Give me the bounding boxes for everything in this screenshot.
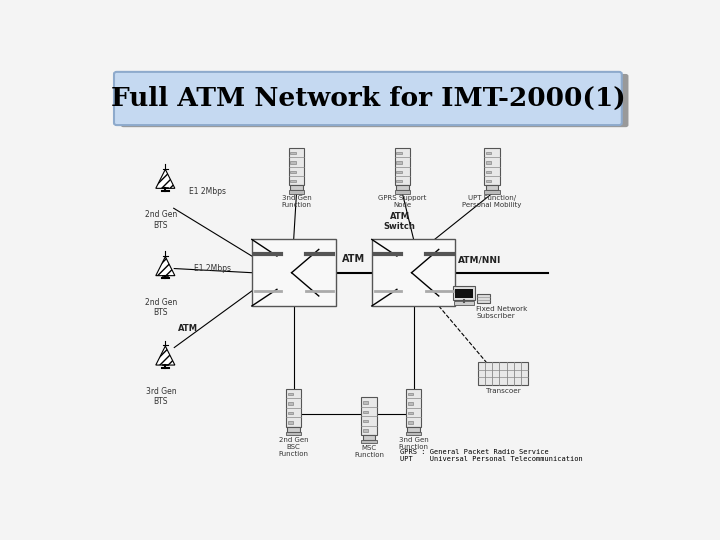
Bar (408, 427, 420, 431)
Bar (485, 152, 491, 154)
Text: 3nd Gen
Function: 3nd Gen Function (282, 195, 312, 208)
Bar (361, 440, 377, 443)
Text: UPT    Universal Personal Telecommunication: UPT Universal Personal Telecommunication (400, 456, 582, 462)
Bar (396, 185, 409, 191)
Bar (361, 397, 377, 435)
Text: 2nd Gen
BTS: 2nd Gen BTS (145, 298, 177, 317)
Bar (395, 191, 410, 194)
Text: 3rd Gen
BTS: 3rd Gen BTS (145, 387, 176, 407)
Bar (287, 411, 293, 414)
Bar (454, 301, 474, 305)
Polygon shape (156, 256, 175, 275)
Bar (290, 180, 296, 183)
Polygon shape (156, 346, 175, 365)
Bar (289, 191, 305, 194)
Bar (396, 171, 402, 173)
Bar (455, 289, 473, 298)
Text: ATM/NNI: ATM/NNI (459, 255, 502, 265)
Bar (396, 152, 402, 154)
Bar (290, 171, 296, 173)
Bar (252, 239, 336, 306)
Text: UPT Function/
Personal Mobility: UPT Function/ Personal Mobility (462, 195, 521, 208)
Text: Fixed Network
Subscriber: Fixed Network Subscriber (476, 306, 528, 319)
Text: GPRS Support
Node: GPRS Support Node (378, 195, 427, 208)
Text: ATM: ATM (178, 325, 198, 333)
Bar (286, 389, 302, 427)
Text: GPRS : General Packet Radio Service: GPRS : General Packet Radio Service (400, 449, 549, 455)
Bar (408, 411, 413, 414)
Bar (485, 180, 491, 183)
Bar (406, 431, 421, 435)
Text: MSC
Function: MSC Function (354, 445, 384, 458)
Bar (406, 389, 421, 427)
Bar (396, 180, 402, 183)
Bar (363, 401, 369, 404)
Text: E1 2Mbps: E1 2Mbps (189, 187, 225, 196)
Bar (485, 185, 498, 191)
Text: 2nd Gen
BTS: 2nd Gen BTS (145, 211, 177, 229)
Bar (287, 393, 293, 395)
Bar (395, 148, 410, 185)
Bar (363, 435, 375, 440)
FancyBboxPatch shape (114, 72, 622, 125)
Bar (484, 191, 500, 194)
Text: ATM
Switch: ATM Switch (384, 212, 415, 231)
Text: E1 2Mbps: E1 2Mbps (194, 264, 231, 273)
Bar (408, 421, 413, 423)
Text: Transcoer: Transcoer (485, 388, 521, 394)
Bar (290, 185, 302, 191)
Bar (287, 427, 300, 431)
Bar (408, 402, 413, 405)
Bar (363, 420, 369, 422)
Bar (485, 161, 491, 164)
Bar (363, 410, 369, 413)
Bar (286, 431, 302, 435)
FancyBboxPatch shape (121, 74, 629, 127)
Bar (484, 148, 500, 185)
Bar (287, 421, 293, 423)
Bar (363, 429, 369, 432)
Bar (289, 148, 305, 185)
Bar (485, 171, 491, 173)
Bar (290, 161, 296, 164)
Text: 3nd Gen
Function: 3nd Gen Function (399, 436, 428, 449)
Bar (408, 393, 413, 395)
Bar (453, 286, 475, 300)
Bar (396, 161, 402, 164)
Text: 2nd Gen
BSC
Function: 2nd Gen BSC Function (279, 436, 309, 456)
Bar (290, 152, 296, 154)
Bar (372, 239, 456, 306)
Bar (477, 294, 490, 303)
Bar (287, 402, 293, 405)
Polygon shape (156, 170, 175, 188)
Text: Full ATM Network for IMT-2000(1): Full ATM Network for IMT-2000(1) (111, 85, 625, 111)
Bar (478, 362, 528, 385)
Text: ATM: ATM (342, 254, 365, 265)
